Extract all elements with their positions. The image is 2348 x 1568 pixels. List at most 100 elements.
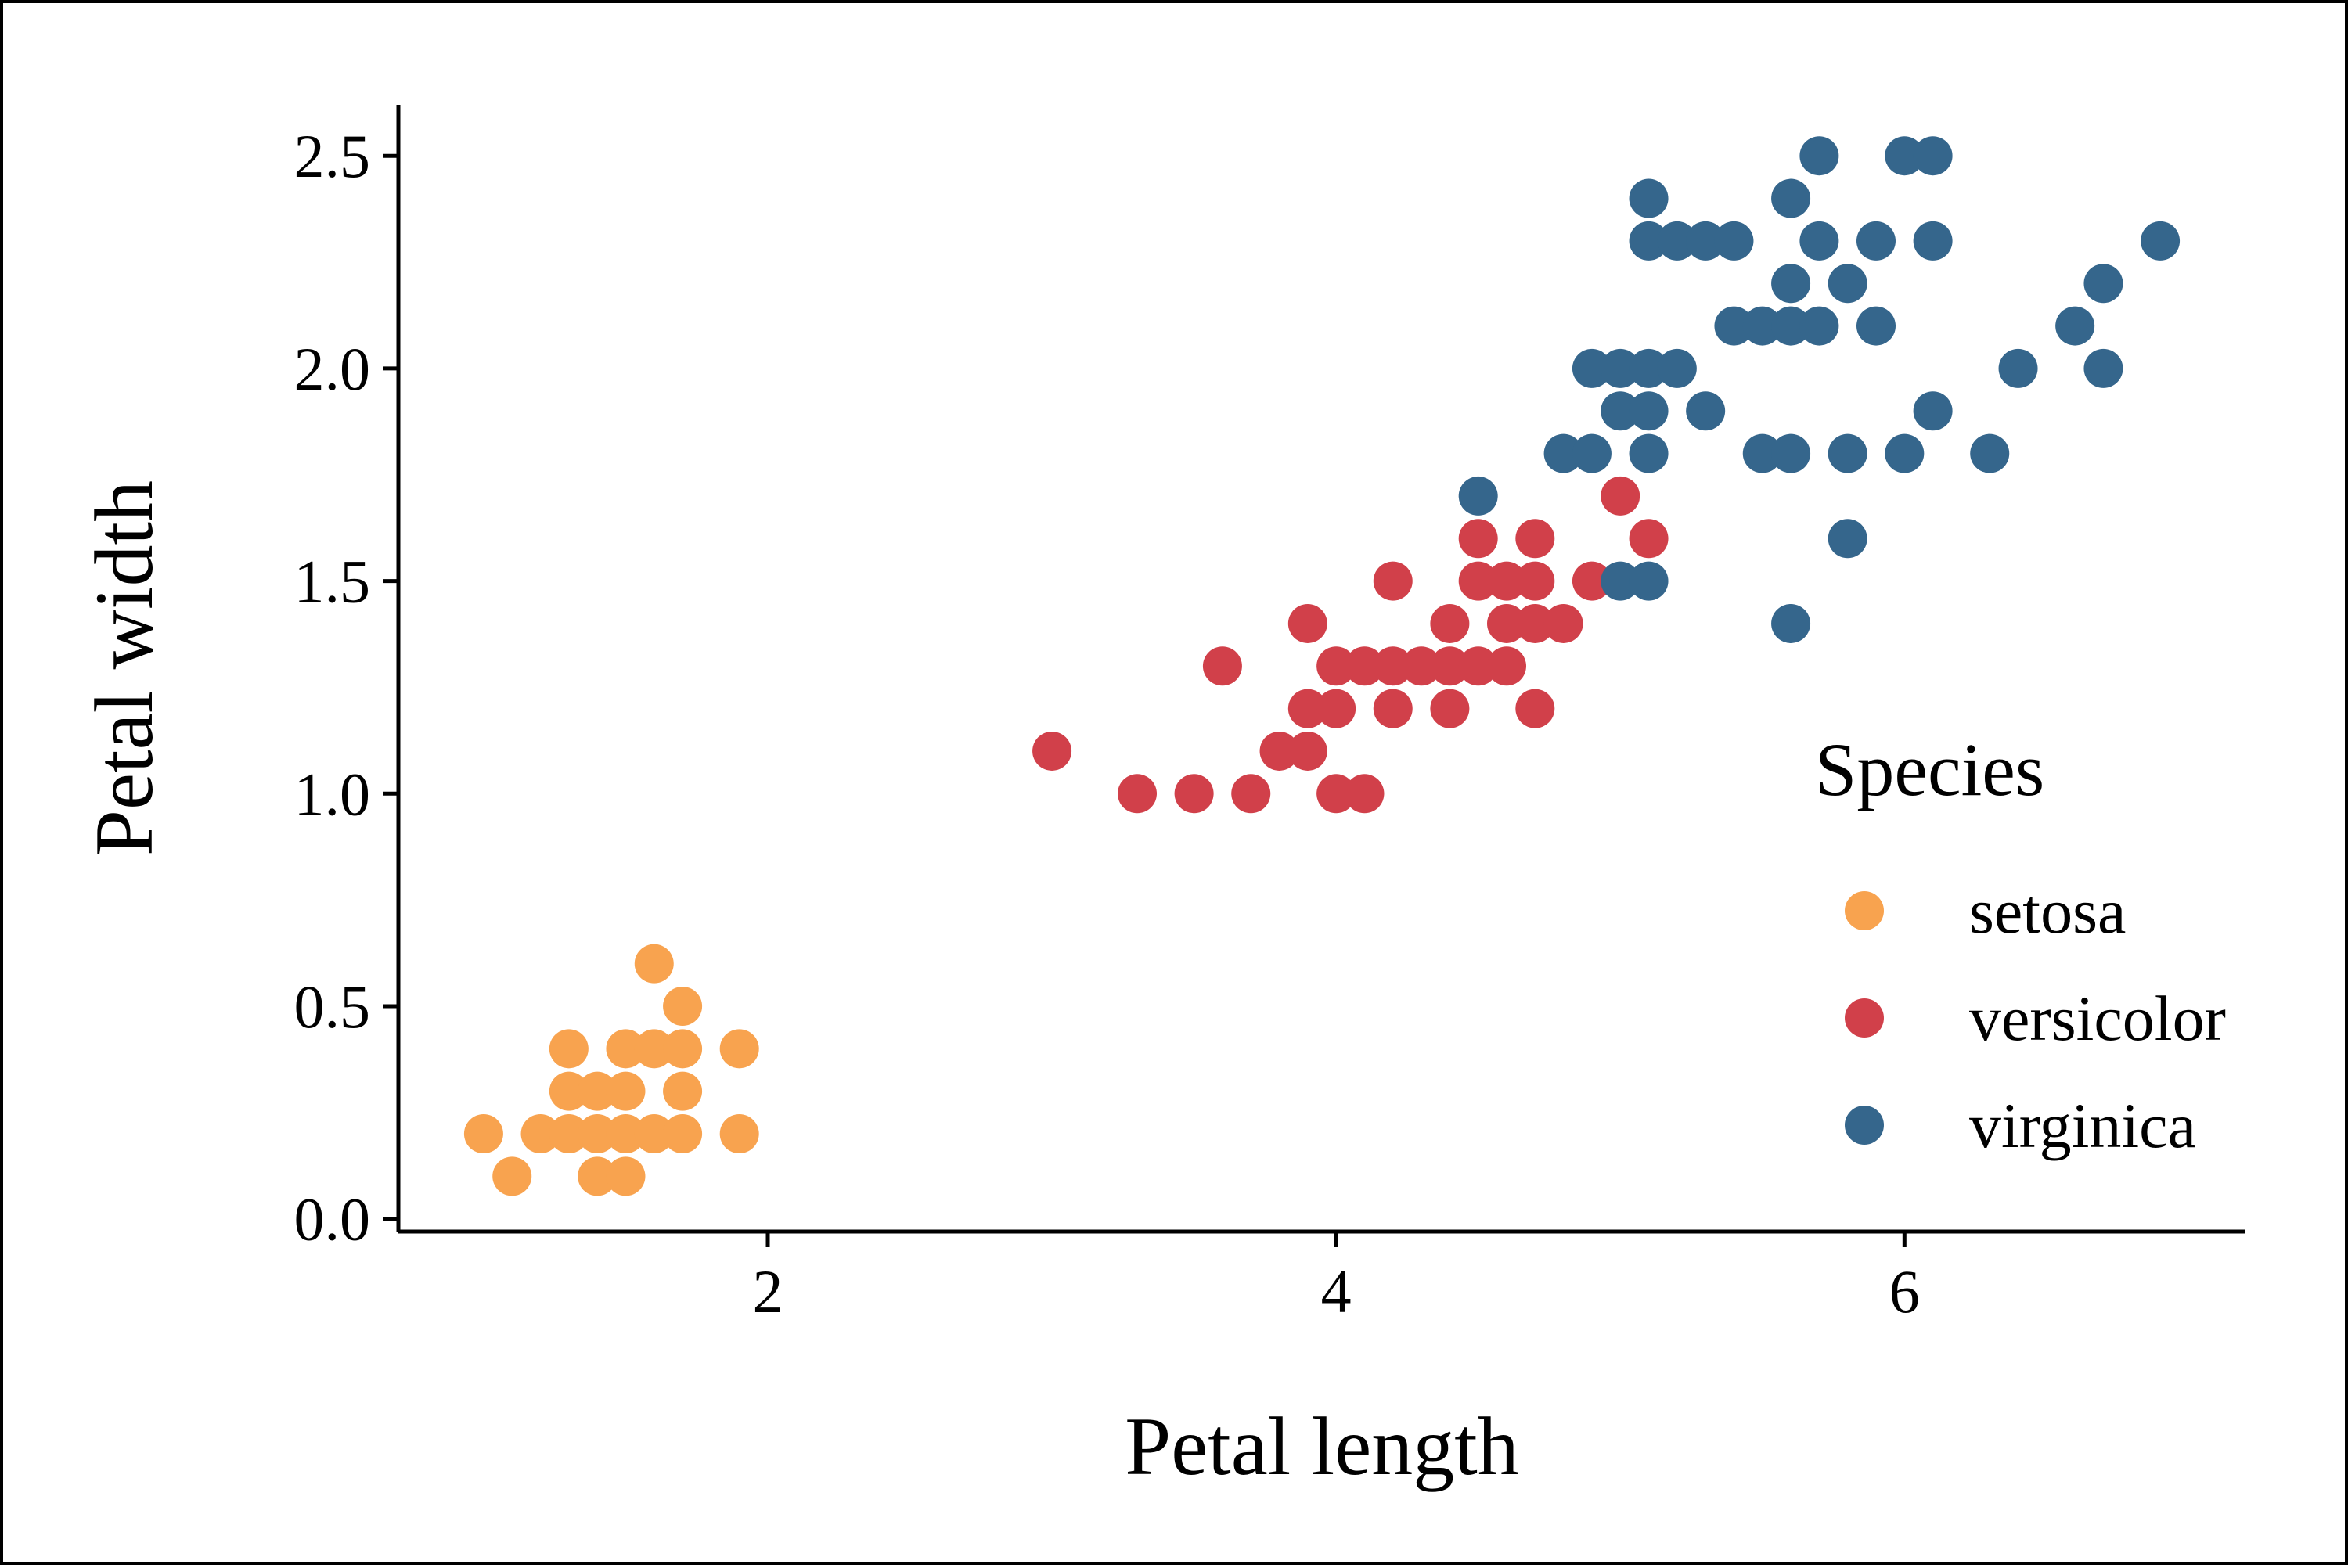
legend-item-virginica: virginica xyxy=(1845,1090,2196,1161)
scatter-chart: 2 4 6 0.0 0.5 1.0 1.5 2.0 2.5 Petal length Peta… xyxy=(78,105,2245,1492)
data-point-versicolor xyxy=(1316,646,1356,686)
x-tick-label: 2 xyxy=(753,1257,783,1325)
y-tick-label: 2.0 xyxy=(294,335,371,403)
data-point-setosa xyxy=(606,1156,646,1196)
x-axis-title: Petal length xyxy=(1125,1401,1518,1492)
data-point-versicolor xyxy=(1515,561,1555,601)
x-tick-label: 4 xyxy=(1321,1257,1352,1325)
data-point-virginica xyxy=(1885,433,1925,473)
data-point-virginica xyxy=(2055,306,2095,346)
data-point-virginica xyxy=(1828,264,1867,304)
data-point-virginica xyxy=(1856,306,1896,346)
data-point-virginica xyxy=(1856,221,1896,261)
legend-label: virginica xyxy=(1969,1090,2196,1161)
data-point-virginica xyxy=(1601,561,1640,601)
data-point-setosa xyxy=(492,1156,532,1196)
data-point-virginica xyxy=(1771,306,1811,346)
data-point-versicolor xyxy=(1515,603,1555,643)
data-point-versicolor xyxy=(1202,646,1242,686)
data-point-virginica xyxy=(1799,306,1839,346)
data-point-virginica xyxy=(1629,391,1669,431)
data-point-versicolor xyxy=(1629,519,1669,559)
data-point-virginica xyxy=(1970,433,2010,473)
data-point-versicolor xyxy=(1402,646,1442,686)
data-point-versicolor xyxy=(1287,689,1327,728)
y-tick-label: 0.5 xyxy=(294,973,371,1041)
data-point-setosa xyxy=(549,1029,589,1069)
data-point-versicolor xyxy=(1287,731,1327,771)
series-versicolor xyxy=(1032,476,1669,814)
legend-title: Species xyxy=(1815,728,2044,811)
data-point-versicolor xyxy=(1231,774,1271,814)
data-point-versicolor xyxy=(1430,689,1470,728)
data-point-virginica xyxy=(1572,433,1612,473)
data-point-setosa xyxy=(719,1114,759,1154)
data-point-virginica xyxy=(1686,221,1726,261)
data-point-versicolor xyxy=(1487,603,1526,643)
x-ticks: 2 4 6 xyxy=(753,1232,1920,1325)
data-point-setosa xyxy=(606,1114,646,1154)
data-point-setosa xyxy=(520,1114,560,1154)
data-point-versicolor xyxy=(1572,561,1612,601)
data-point-virginica xyxy=(1885,136,1925,176)
data-point-virginica xyxy=(2141,221,2181,261)
data-point-virginica xyxy=(1799,221,1839,261)
y-tick-label: 1.5 xyxy=(294,548,371,616)
data-point-versicolor xyxy=(1458,561,1498,601)
data-point-virginica xyxy=(1714,306,1754,346)
legend-swatch xyxy=(1845,891,1884,930)
data-point-virginica xyxy=(1742,306,1782,346)
data-point-virginica xyxy=(1629,348,1669,388)
y-axis-title: Petal width xyxy=(78,480,170,856)
data-point-virginica xyxy=(1458,476,1498,516)
data-point-virginica xyxy=(1771,433,1811,473)
data-point-virginica xyxy=(1913,136,1953,176)
data-point-setosa xyxy=(463,1114,503,1154)
data-point-virginica xyxy=(1714,221,1754,261)
data-point-virginica xyxy=(1799,136,1839,176)
data-point-versicolor xyxy=(1316,689,1356,728)
data-point-versicolor xyxy=(1118,774,1157,814)
data-point-virginica xyxy=(1771,264,1811,304)
data-point-virginica xyxy=(1828,519,1867,559)
x-tick-label: 6 xyxy=(1889,1257,1920,1325)
data-point-versicolor xyxy=(1287,603,1327,643)
data-point-setosa xyxy=(663,1114,703,1154)
data-point-virginica xyxy=(1771,178,1811,218)
legend-item-setosa: setosa xyxy=(1845,876,2126,947)
legend-label: versicolor xyxy=(1969,983,2226,1054)
data-point-setosa xyxy=(634,1029,674,1069)
data-point-versicolor xyxy=(1458,519,1498,559)
data-point-versicolor xyxy=(1345,774,1385,814)
data-point-setosa xyxy=(634,944,674,984)
data-point-setosa xyxy=(578,1156,618,1196)
data-point-virginica xyxy=(1572,348,1612,388)
data-point-setosa xyxy=(606,1029,646,1069)
data-point-virginica xyxy=(1657,348,1697,388)
data-point-virginica xyxy=(1686,391,1726,431)
legend-swatch xyxy=(1845,1106,1884,1145)
data-point-virginica xyxy=(1771,603,1811,643)
data-point-virginica xyxy=(1998,348,2038,388)
data-point-versicolor xyxy=(1345,646,1385,686)
series-virginica xyxy=(1458,136,2181,643)
data-point-setosa xyxy=(549,1071,589,1111)
data-point-versicolor xyxy=(1032,731,1072,771)
data-point-versicolor xyxy=(1487,646,1526,686)
data-point-versicolor xyxy=(1430,603,1470,643)
data-point-virginica xyxy=(1913,221,1953,261)
y-tick-label: 0.0 xyxy=(294,1185,371,1253)
data-point-virginica xyxy=(1601,348,1640,388)
data-point-setosa xyxy=(549,1114,589,1154)
data-point-virginica xyxy=(1601,391,1640,431)
data-point-setosa xyxy=(719,1029,759,1069)
data-point-virginica xyxy=(1629,561,1669,601)
y-tick-label: 1.0 xyxy=(294,760,371,828)
data-point-versicolor xyxy=(1259,731,1299,771)
series-setosa xyxy=(463,944,759,1196)
points-layer xyxy=(463,136,2181,1196)
data-point-virginica xyxy=(1629,178,1669,218)
data-point-versicolor xyxy=(1430,646,1470,686)
data-point-versicolor xyxy=(1601,476,1640,516)
